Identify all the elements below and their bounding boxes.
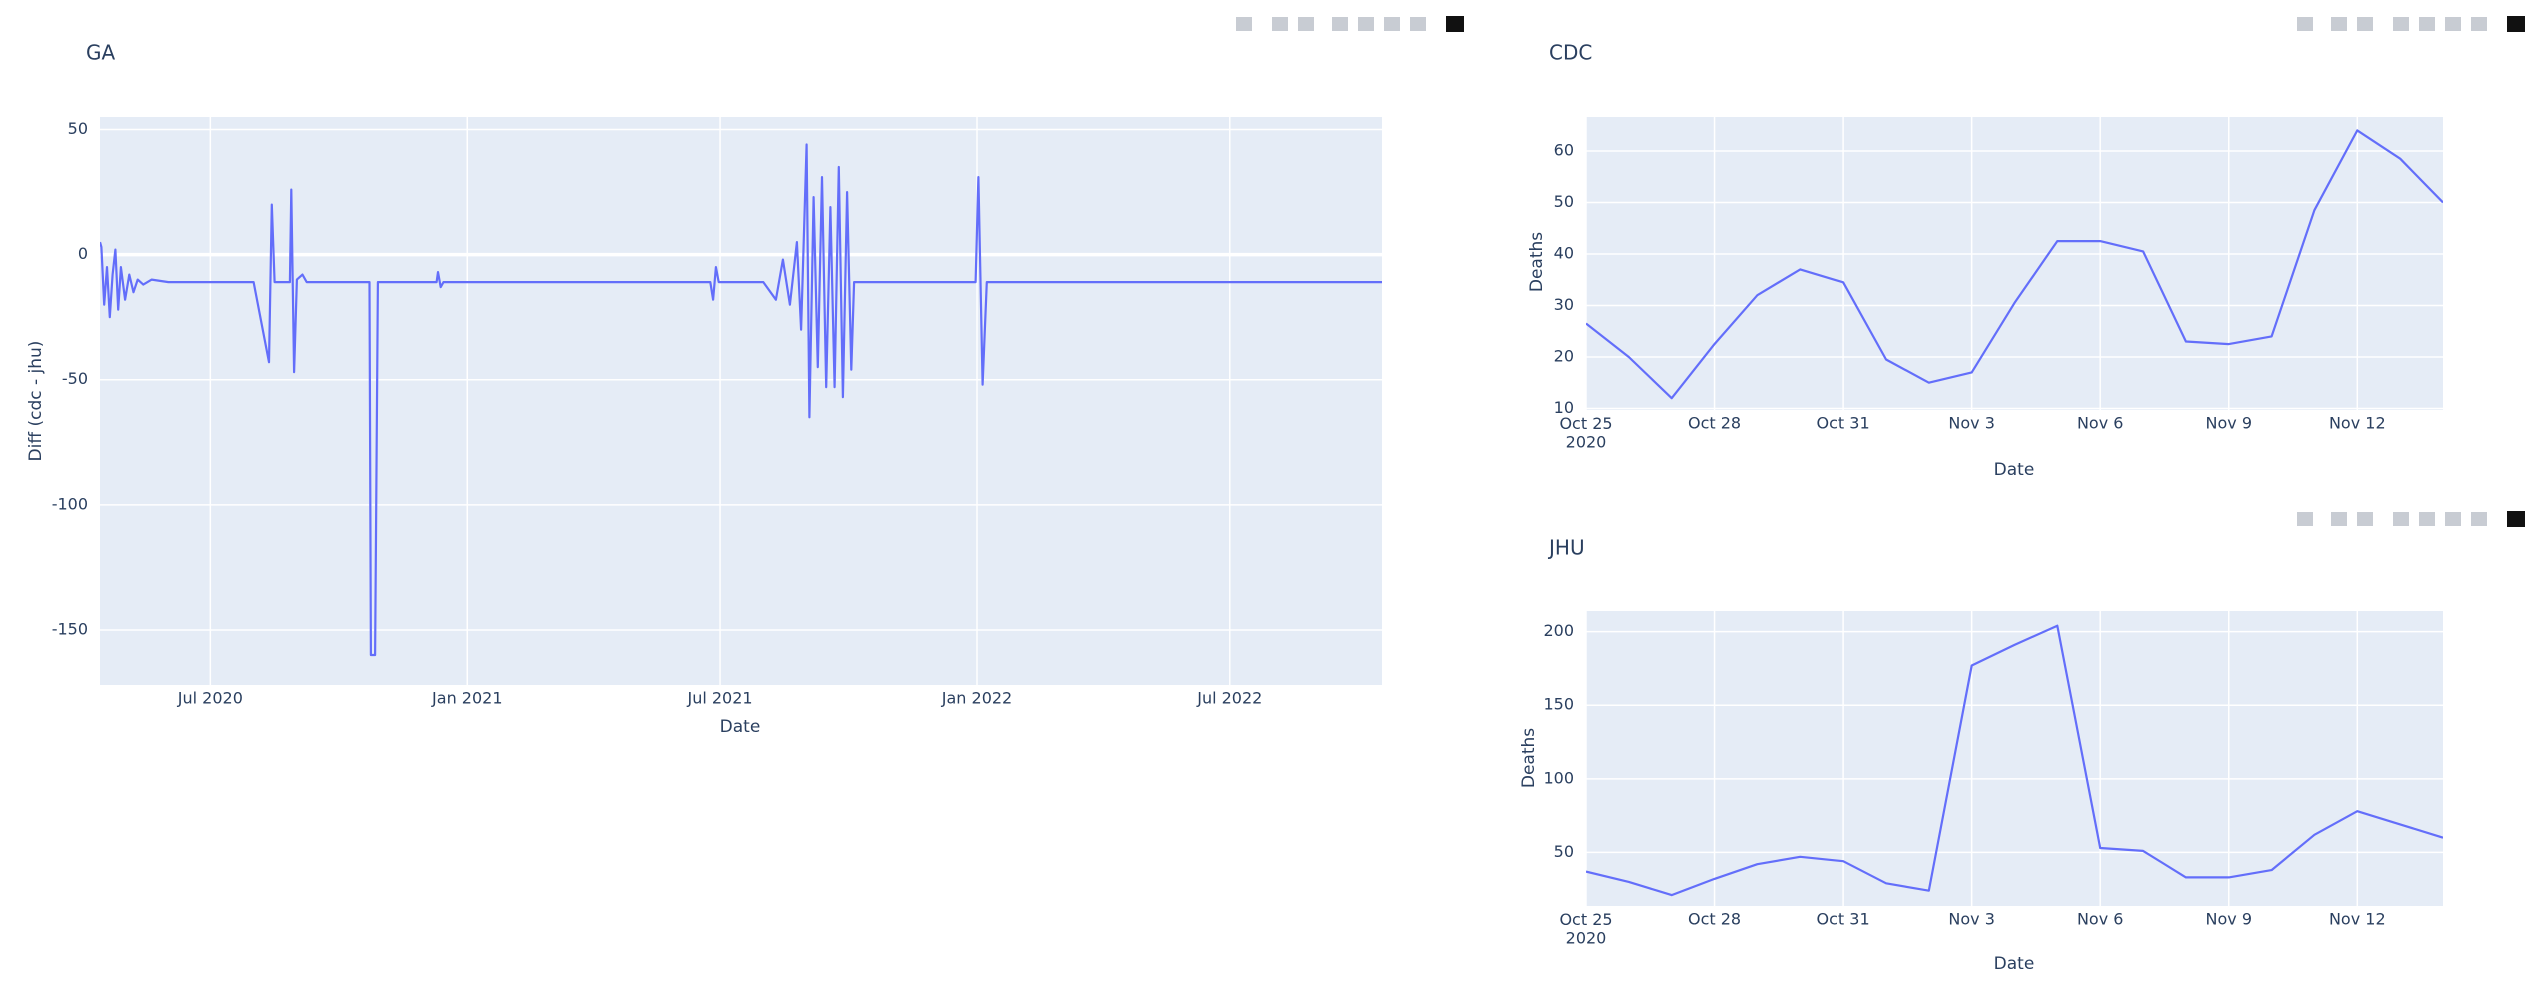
plot-area bbox=[100, 143, 1382, 657]
y-axis-title: Deaths bbox=[1527, 232, 1547, 292]
x-tick-label: Oct 28 bbox=[1688, 910, 1741, 929]
chart-title: GA bbox=[86, 41, 115, 65]
x-tick-label: Jan 2021 bbox=[431, 689, 502, 708]
y-tick-label: 50 bbox=[68, 119, 88, 138]
plotly-logo[interactable] bbox=[2507, 16, 2525, 32]
x-axis-title: Date bbox=[1994, 954, 2035, 974]
x-tick-label: Nov 9 bbox=[2206, 414, 2253, 433]
plot-background bbox=[1586, 611, 2443, 906]
y-tick-label: 30 bbox=[1554, 295, 1574, 314]
chart-title: CDC bbox=[1549, 41, 1592, 65]
zoom-icon[interactable] bbox=[1272, 17, 1288, 31]
plot-background bbox=[100, 117, 1382, 685]
y-tick-label: 100 bbox=[1543, 768, 1574, 787]
y-tick-label: 60 bbox=[1554, 140, 1574, 159]
camera-icon[interactable] bbox=[1236, 17, 1252, 31]
y-tick-label: 200 bbox=[1543, 621, 1574, 640]
y-tick-label: -50 bbox=[62, 369, 88, 388]
x-tick-label: Nov 12 bbox=[2329, 414, 2386, 433]
zoom-icon[interactable] bbox=[2331, 512, 2347, 526]
x-tick-label: Jan 2022 bbox=[941, 689, 1012, 708]
data-line bbox=[100, 143, 1382, 657]
x-tick-label: Oct 25 2020 bbox=[1559, 910, 1612, 947]
y-axis-title: Diff (cdc - jhu) bbox=[26, 341, 46, 462]
plotly-logo[interactable] bbox=[1446, 16, 1464, 32]
x-tick-label: Nov 9 bbox=[2206, 910, 2253, 929]
reset-icon[interactable] bbox=[2471, 17, 2487, 31]
x-tick-label: Oct 31 bbox=[1817, 414, 1870, 433]
pan-icon[interactable] bbox=[2357, 17, 2373, 31]
camera-icon[interactable] bbox=[2297, 17, 2313, 31]
y-tick-label: 0 bbox=[78, 244, 88, 263]
y-tick-label: 10 bbox=[1554, 398, 1574, 417]
pan-icon[interactable] bbox=[1298, 17, 1314, 31]
y-tick-label: 50 bbox=[1554, 842, 1574, 861]
x-tick-label: Oct 31 bbox=[1817, 910, 1870, 929]
zoom-out-icon[interactable] bbox=[2419, 17, 2435, 31]
plot-area bbox=[1586, 129, 2443, 400]
autoscale-icon[interactable] bbox=[2445, 17, 2461, 31]
x-tick-label: Oct 28 bbox=[1688, 414, 1741, 433]
reset-icon[interactable] bbox=[1410, 17, 1426, 31]
y-tick-label: 150 bbox=[1543, 695, 1574, 714]
pan-icon[interactable] bbox=[2357, 512, 2373, 526]
data-line bbox=[1586, 129, 2443, 400]
camera-icon[interactable] bbox=[2297, 512, 2313, 526]
chart: CDC Date Deaths Oct 25 2020 Oct 28 Oct 31 Nov 3… bbox=[1527, 41, 2443, 480]
data-line bbox=[1586, 624, 2443, 897]
y-tick-label: 50 bbox=[1554, 192, 1574, 211]
reset-icon[interactable] bbox=[2471, 512, 2487, 526]
x-tick-label: Jul 2020 bbox=[177, 689, 243, 708]
plot-area bbox=[1586, 624, 2443, 897]
x-tick-label: Oct 25 2020 bbox=[1559, 414, 1612, 451]
zoom-in-icon[interactable] bbox=[2393, 17, 2409, 31]
y-tick-label: 20 bbox=[1554, 346, 1574, 365]
zoom-out-icon[interactable] bbox=[1358, 17, 1374, 31]
x-tick-label: Nov 6 bbox=[2077, 414, 2124, 433]
x-tick-label: Jul 2022 bbox=[1196, 689, 1262, 708]
y-tick-label: -150 bbox=[52, 619, 88, 638]
modebar bbox=[1236, 16, 2525, 527]
y-tick-label: 40 bbox=[1554, 243, 1574, 262]
chart: GA Date Diff (cdc - jhu) Jul 2020 Jan 2021 Ju… bbox=[26, 41, 1382, 737]
plotly-logo[interactable] bbox=[2507, 511, 2525, 527]
zoom-in-icon[interactable] bbox=[1332, 17, 1348, 31]
chart: JHU Date Deaths Oct 25 2020 Oct 28 Oct 31 Nov 3… bbox=[1519, 536, 2443, 974]
zoom-icon[interactable] bbox=[2331, 17, 2347, 31]
x-tick-label: Nov 3 bbox=[1948, 910, 1995, 929]
x-axis-title: Date bbox=[1994, 460, 2035, 480]
y-tick-label: -100 bbox=[52, 494, 88, 513]
y-axis-title: Deaths bbox=[1519, 728, 1539, 788]
chart-title: JHU bbox=[1547, 536, 1585, 560]
zoom-out-icon[interactable] bbox=[2419, 512, 2435, 526]
zoom-in-icon[interactable] bbox=[2393, 512, 2409, 526]
autoscale-icon[interactable] bbox=[2445, 512, 2461, 526]
x-axis-title: Date bbox=[720, 717, 761, 737]
x-tick-label: Jul 2021 bbox=[686, 689, 752, 708]
x-tick-label: Nov 3 bbox=[1948, 414, 1995, 433]
x-tick-label: Nov 12 bbox=[2329, 910, 2386, 929]
x-tick-label: Nov 6 bbox=[2077, 910, 2124, 929]
plot-background bbox=[1586, 117, 2443, 410]
autoscale-icon[interactable] bbox=[1384, 17, 1400, 31]
